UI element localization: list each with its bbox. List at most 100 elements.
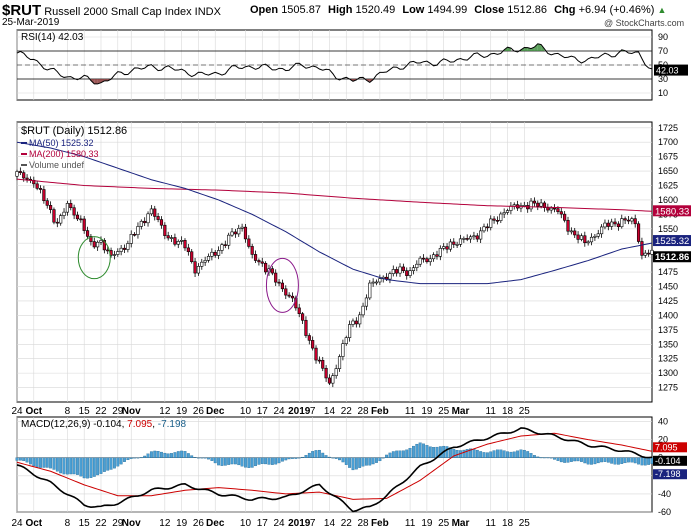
macd-histogram-bar <box>96 457 100 476</box>
candle-down <box>284 288 288 296</box>
rsi-line <box>16 43 653 85</box>
candle-up <box>364 297 368 307</box>
macd-histogram-bar <box>314 450 318 458</box>
candle-down <box>647 252 651 255</box>
macd-histogram-bar <box>620 457 624 464</box>
macd-histogram-bar <box>324 455 328 458</box>
candle-down <box>270 268 274 274</box>
candle-up <box>418 257 422 265</box>
macd-histogram-bar <box>113 457 116 469</box>
macd-histogram-bar <box>55 457 59 472</box>
candle-down <box>395 269 399 274</box>
x-tick-label-bottom: 19 <box>176 518 188 529</box>
macd-title-part: , <box>122 419 128 430</box>
candle-up <box>206 256 211 261</box>
candle-down <box>49 205 53 210</box>
macd-histogram-bar <box>89 457 93 478</box>
macd-histogram-bar <box>422 443 425 458</box>
candle-down <box>613 221 617 225</box>
x-tick-label: 25 <box>519 406 531 417</box>
candle-up <box>603 222 607 228</box>
candle-up <box>455 244 459 246</box>
candle-down <box>35 183 39 189</box>
macd-histogram-bar <box>569 457 573 462</box>
macd-histogram-bar <box>163 452 167 458</box>
candle-down <box>640 241 644 256</box>
candle-up <box>482 226 486 232</box>
macd-histogram-bar <box>237 457 241 466</box>
macd-histogram-bar <box>633 457 637 464</box>
macd-histogram-bar <box>556 457 560 461</box>
macd-histogram-bar <box>559 457 563 463</box>
macd-histogram-bar <box>146 453 150 458</box>
candle-up <box>589 236 594 243</box>
candle-up <box>569 230 573 233</box>
candle-down <box>616 223 620 228</box>
candle-up <box>368 282 372 299</box>
candle-down <box>405 270 409 276</box>
x-tick-label-bottom: 26 <box>193 518 205 529</box>
macd-histogram-bar <box>129 457 133 459</box>
macd-histogram-bar <box>123 457 126 462</box>
macd-histogram-bar <box>479 451 483 458</box>
macd-histogram-bar <box>539 457 543 459</box>
macd-histogram-bar <box>361 457 365 467</box>
exchange: INDX <box>194 6 221 18</box>
price-title: $RUT (Daily) 1512.86 <box>21 125 127 137</box>
price-tick-label: 1550 <box>658 224 678 234</box>
macd-histogram-bar <box>230 457 234 465</box>
candle-down <box>532 200 536 204</box>
macd-histogram-bar <box>445 446 449 458</box>
macd-histogram-bar <box>79 457 83 477</box>
macd-histogram-bar <box>304 455 308 458</box>
x-tick-label: Oct <box>25 406 42 417</box>
candle-down <box>559 211 563 215</box>
candle-down <box>277 281 281 284</box>
macd-last-value: -0.104 <box>655 456 681 466</box>
candle-down <box>106 249 110 252</box>
high-label: High <box>328 4 353 16</box>
x-tick-label: 26 <box>193 406 205 417</box>
x-tick-label-bottom: Nov <box>122 518 141 529</box>
macd-histogram-bar <box>506 451 509 458</box>
macd-histogram-bar <box>203 457 207 459</box>
x-tick-label: Feb <box>371 406 389 417</box>
macd-histogram-bar <box>35 457 39 468</box>
macd-histogram-bar <box>418 442 422 458</box>
x-tick-label: 7 <box>310 406 316 417</box>
macd-histogram-bar <box>260 457 264 464</box>
candle-up <box>351 320 355 325</box>
candle-down <box>485 226 489 229</box>
macd-histogram-bar <box>462 449 466 458</box>
rsi-tick-label: 30 <box>658 74 668 84</box>
rsi-last-value: 42.03 <box>656 66 679 76</box>
candle-down <box>183 240 187 249</box>
macd-histogram-bar <box>405 449 409 458</box>
candle-down <box>18 171 22 173</box>
macd-histogram-bar <box>472 448 476 458</box>
candle-down <box>583 235 587 244</box>
x-tick-label-bottom: 14 <box>324 518 336 529</box>
candle-down <box>92 241 96 248</box>
macd-histogram-bar <box>223 457 227 466</box>
watermark: @ StockCharts.com <box>604 18 685 28</box>
price-tick-label: 1600 <box>658 195 678 205</box>
macd-histogram-bar <box>351 457 355 471</box>
x-tick-label-bottom: Dec <box>206 518 225 529</box>
candle-down <box>243 226 248 240</box>
macd-histogram-bar <box>412 445 415 458</box>
x-tick-label-bottom: 18 <box>502 518 514 529</box>
macd-histogram-bar <box>522 449 526 458</box>
macd-histogram-bar <box>438 446 442 458</box>
macd-title: MACD(12,26,9) -0.104, 7.095, -7.198 <box>21 419 187 430</box>
purple-circle <box>265 257 299 313</box>
macd-histogram-bar <box>512 451 516 458</box>
candle-up <box>432 254 436 260</box>
macd-histogram-bar <box>240 457 244 467</box>
price-last-value: 1525.32 <box>655 236 689 247</box>
candle-down <box>435 254 439 257</box>
candle-up <box>331 375 335 384</box>
candle-down <box>401 266 405 271</box>
macd-histogram-bar <box>22 457 26 462</box>
